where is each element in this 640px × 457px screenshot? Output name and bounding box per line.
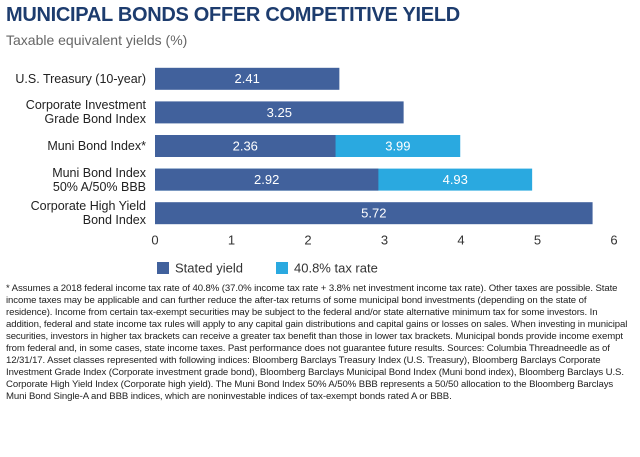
- value-label: 5.72: [361, 206, 386, 221]
- chart: 0 1 2 3 4 5 6 2.41 3.25 2.36 3.99 2.92 4.93 5.72 State…: [151, 67, 618, 275]
- chart-subtitle: Taxable equivalent yields (%): [6, 32, 188, 48]
- x-tick-label: 5: [534, 232, 541, 247]
- x-tick-label: 1: [228, 232, 235, 247]
- x-tick-label: 2: [304, 232, 311, 247]
- value-label: 2.36: [233, 138, 258, 153]
- bar: [155, 168, 379, 191]
- bar: [155, 202, 593, 225]
- y-tick-label: Muni Bond Index*: [47, 139, 146, 153]
- value-label: 3.25: [267, 105, 292, 120]
- y-tick-label: Corporate High Yield Bond Index: [30, 199, 146, 228]
- legend-label: Stated yield: [175, 260, 243, 275]
- y-tick-label: U.S. Treasury (10-year): [15, 71, 146, 86]
- x-tick-label: 3: [381, 232, 388, 247]
- chart-title: MUNICIPAL BONDS OFFER COMPETITIVE YIELD: [6, 4, 460, 26]
- y-tick-label: Corporate Investment Grade Bond Index: [25, 98, 146, 127]
- x-tick-label: 4: [457, 232, 464, 247]
- value-label: 2.41: [235, 71, 260, 86]
- bar: [155, 135, 336, 157]
- y-tick-label: Muni Bond Index 50% A/50% BBB: [52, 165, 146, 194]
- bar: [155, 101, 404, 124]
- value-label: 3.99: [385, 138, 410, 153]
- value-label: 4.93: [443, 172, 468, 187]
- legend-label: 40.8% tax rate: [294, 260, 378, 275]
- bar: [155, 67, 340, 90]
- value-label: 2.92: [254, 172, 279, 187]
- legend-swatch: [276, 262, 288, 274]
- footnote: * Assumes a 2018 federal income tax rate…: [6, 283, 628, 402]
- x-tick-label: 0: [151, 232, 158, 247]
- x-tick-label: 6: [610, 232, 617, 247]
- legend-swatch: [157, 262, 169, 274]
